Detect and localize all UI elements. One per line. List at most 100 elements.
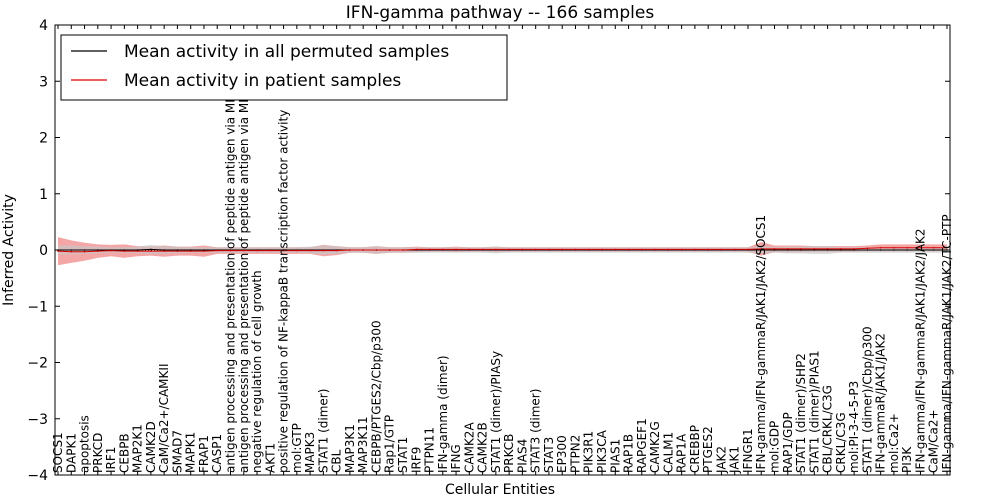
x-axis-label: Cellular Entities xyxy=(445,482,555,498)
data-point xyxy=(587,248,590,251)
data-point xyxy=(136,250,139,252)
data-point xyxy=(256,249,258,252)
data-point xyxy=(813,248,816,250)
data-point xyxy=(879,249,882,251)
data-point xyxy=(296,249,298,252)
x-tick-label: Rap1/GTP xyxy=(383,415,397,473)
data-point xyxy=(932,246,935,249)
data-point xyxy=(521,248,524,251)
data-point xyxy=(481,248,484,251)
legend-label: Mean activity in all permuted samples xyxy=(124,42,449,62)
x-tick-label: STAT1 (dimer)/Cbp/p300 xyxy=(860,326,874,473)
x-tick-label: STAT3 xyxy=(542,437,556,473)
data-point xyxy=(335,249,338,252)
data-point xyxy=(893,249,895,251)
data-point xyxy=(388,249,391,251)
data-point xyxy=(893,246,895,249)
data-point xyxy=(826,249,829,251)
data-point xyxy=(176,250,179,252)
series-line-0 xyxy=(58,248,947,251)
x-tick-label: CBL/CRKL/C3G xyxy=(821,385,835,473)
data-point xyxy=(83,250,86,253)
x-tick-label: STAT1 (dimer)/SHP2 xyxy=(794,353,808,473)
data-point xyxy=(269,249,272,252)
x-tick-label: IFNG xyxy=(449,444,463,473)
y-tick-label: −1 xyxy=(27,299,48,315)
x-tick-label: STAT3 (dimer) xyxy=(529,389,543,473)
data-point xyxy=(760,248,763,250)
data-point xyxy=(216,249,219,252)
data-point xyxy=(441,248,444,251)
x-tick-label: IFN-gamma/IFN-gammaR/JAK1/JAK2/TC-PTP xyxy=(940,214,954,473)
data-point xyxy=(189,249,192,251)
x-tick-label: apoptosis xyxy=(78,415,92,473)
x-tick-label: RAP1B xyxy=(622,434,636,473)
x-tick-label: CaM/Ca2+ xyxy=(927,409,941,473)
x-tick-label: CEBPB/PTGES2/Cbp/p300 xyxy=(369,320,383,473)
legend-label: Mean activity in patient samples xyxy=(124,71,401,91)
x-tick-label: PIAS1 xyxy=(608,439,622,473)
data-point xyxy=(627,248,630,251)
data-point xyxy=(242,249,245,252)
data-point xyxy=(163,250,165,252)
data-point xyxy=(548,248,550,251)
y-tick-label: −4 xyxy=(27,468,48,484)
data-point xyxy=(733,248,736,251)
data-point xyxy=(866,249,869,251)
x-tick-label: PTPN2 xyxy=(569,435,583,473)
data-point xyxy=(176,249,179,251)
data-point xyxy=(919,246,922,249)
x-tick-label: MAP2K1 xyxy=(131,424,145,473)
y-tick-label: 0 xyxy=(39,243,48,259)
data-point xyxy=(110,249,112,252)
y-tick-label: 3 xyxy=(39,74,48,90)
data-point xyxy=(203,249,205,251)
data-point xyxy=(203,250,205,252)
data-point xyxy=(707,248,709,251)
data-point xyxy=(813,249,816,251)
data-point xyxy=(866,247,869,250)
x-tick-label: FRAP1 xyxy=(197,435,211,473)
x-tick-label: CASP1 xyxy=(210,434,224,473)
x-tick-label: STAT1 (dimer)/PIASy xyxy=(489,351,503,473)
data-point xyxy=(574,248,577,251)
x-tick-label: CALM1 xyxy=(661,432,675,473)
x-tick-label: RAP1/GDP xyxy=(781,412,795,473)
data-point xyxy=(879,246,882,249)
x-tick-label: IFN-gammaR/JAK1/JAK2 xyxy=(874,333,888,473)
data-point xyxy=(601,248,603,251)
y-tick-label: −2 xyxy=(27,356,48,372)
data-point xyxy=(614,248,617,251)
data-point xyxy=(840,248,842,250)
x-tick-label: CBL xyxy=(330,449,344,473)
data-point xyxy=(163,249,165,251)
x-tick-label: CAMK2G xyxy=(648,421,662,473)
data-point xyxy=(641,248,643,251)
data-point xyxy=(760,249,763,251)
x-tick-label: RAPGEF1 xyxy=(635,418,649,473)
x-tick-label: AKT1 xyxy=(263,443,277,473)
series-line-1 xyxy=(57,247,947,253)
data-point xyxy=(720,248,723,251)
data-point xyxy=(136,249,139,251)
x-tick-label: CRKL/C3G xyxy=(834,412,848,473)
data-point xyxy=(853,248,855,250)
legend: Mean activity in all permuted samples Mea… xyxy=(60,34,508,101)
data-point xyxy=(415,248,418,251)
x-tick-label: MAP3K11 xyxy=(356,416,370,473)
x-tick-label: SOCS1 xyxy=(51,432,65,473)
x-tick-label: PRKCB xyxy=(502,434,516,473)
x-tick-label: CAMK2D xyxy=(144,421,158,473)
y-tick-label: 4 xyxy=(39,18,48,34)
data-point xyxy=(534,248,537,251)
data-point xyxy=(455,248,457,251)
x-tick-label: JAK1 xyxy=(728,446,742,474)
data-point xyxy=(402,249,404,251)
data-point xyxy=(747,248,749,251)
x-tick-label: positive regulation of NF-kappaB transcr… xyxy=(277,110,291,473)
data-point xyxy=(932,249,935,251)
x-tick-label: PI3K xyxy=(900,446,914,473)
x-tick-label: CAMK2A xyxy=(462,422,476,473)
data-point xyxy=(826,248,829,250)
data-point xyxy=(97,249,99,251)
